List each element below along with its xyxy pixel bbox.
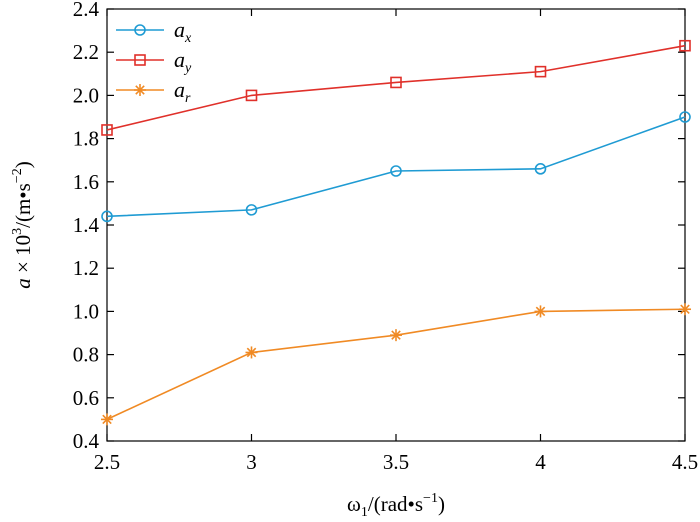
- x-axis-title-rest: /(rad•s: [368, 492, 423, 516]
- series-a-r: [101, 303, 691, 426]
- data-point-x: [245, 204, 258, 216]
- data-point-y: [679, 39, 691, 52]
- y-axis-title-close: ): [11, 161, 35, 168]
- y-axis-title: a × 103/(m•s−2): [10, 161, 35, 288]
- data-point-r: [390, 329, 402, 342]
- x-axis-title-close: ): [438, 492, 445, 516]
- y-tick-label: 1.4: [73, 213, 100, 237]
- legend-label-sub: y: [183, 61, 192, 76]
- data-point-r: [245, 346, 258, 359]
- legend-marker-r: [134, 84, 146, 96]
- legend-label-sub: r: [185, 91, 191, 106]
- data-point-r: [534, 305, 547, 318]
- data-point-r: [101, 413, 113, 426]
- y-tick-label: 2.4: [73, 0, 100, 21]
- data-point-y: [101, 124, 113, 136]
- y-tick-label: 1.2: [73, 256, 99, 280]
- y-axis-title-var: a: [11, 278, 35, 289]
- legend-marker-y: [134, 54, 146, 66]
- x-tick-label: 4.5: [672, 450, 698, 474]
- x-axis-title-main: ω: [347, 492, 361, 516]
- series-line-y: [106, 44, 686, 131]
- data-point-x: [390, 165, 402, 177]
- x-tick-label: 4: [535, 450, 546, 474]
- x-axis-title-sup: −1: [423, 491, 438, 506]
- x-tick-label: 2.5: [94, 450, 120, 474]
- data-point-y: [534, 65, 547, 78]
- legend-label-sub: x: [184, 31, 192, 46]
- y-tick-label: 0.4: [73, 429, 100, 453]
- y-tick-label: 0.6: [73, 386, 99, 410]
- data-point-r: [679, 303, 691, 316]
- legend-label-name: a: [174, 47, 185, 72]
- plot-frame: [106, 8, 686, 442]
- y-tick-label: 1.0: [73, 299, 99, 323]
- y-tick-label: 1.6: [73, 170, 99, 194]
- y-tick-label: 2.2: [73, 40, 99, 64]
- x-axis-title: ω1/(rad•s−1): [347, 491, 445, 520]
- legend-label-name: a: [174, 17, 185, 42]
- legend-label-r: ar: [174, 77, 191, 106]
- series-line-r: [106, 308, 686, 421]
- legend-label-x: ax: [174, 17, 192, 46]
- x-tick-label: 3.5: [383, 450, 409, 474]
- y-axis-title-sup1: 3: [10, 228, 25, 235]
- y-axis-title-times: × 10: [11, 235, 35, 278]
- y-axis-title-sup2: −2: [10, 168, 25, 183]
- y-axis: 0.4 0.6 0.8 1.0 1.2 1.4 1.6 1.8 2.0 2.2 2.4: [73, 0, 685, 453]
- y-tick-label: 0.8: [73, 343, 99, 367]
- data-point-y: [390, 76, 402, 89]
- series-line-x: [106, 116, 686, 218]
- y-tick-label: 2.0: [73, 83, 99, 107]
- x-tick-label: 3: [246, 450, 257, 474]
- data-point-x: [679, 111, 691, 123]
- x-axis-title-sub: 1: [361, 505, 368, 520]
- y-tick-label: 1.8: [73, 127, 99, 151]
- legend-label-name: a: [174, 77, 185, 102]
- data-point-x: [101, 210, 113, 223]
- x-axis: 2.5 3 3.5 4 4.5: [94, 9, 698, 474]
- data-point-y: [245, 89, 258, 102]
- legend-label-y: ay: [174, 47, 192, 76]
- series-a-y: [101, 39, 691, 136]
- data-point-x: [534, 163, 547, 175]
- series-a-x: [101, 111, 691, 223]
- series-layer: [101, 39, 691, 426]
- legend-marker-x: [134, 24, 146, 36]
- y-axis-title-rest: /(m•s: [11, 183, 35, 228]
